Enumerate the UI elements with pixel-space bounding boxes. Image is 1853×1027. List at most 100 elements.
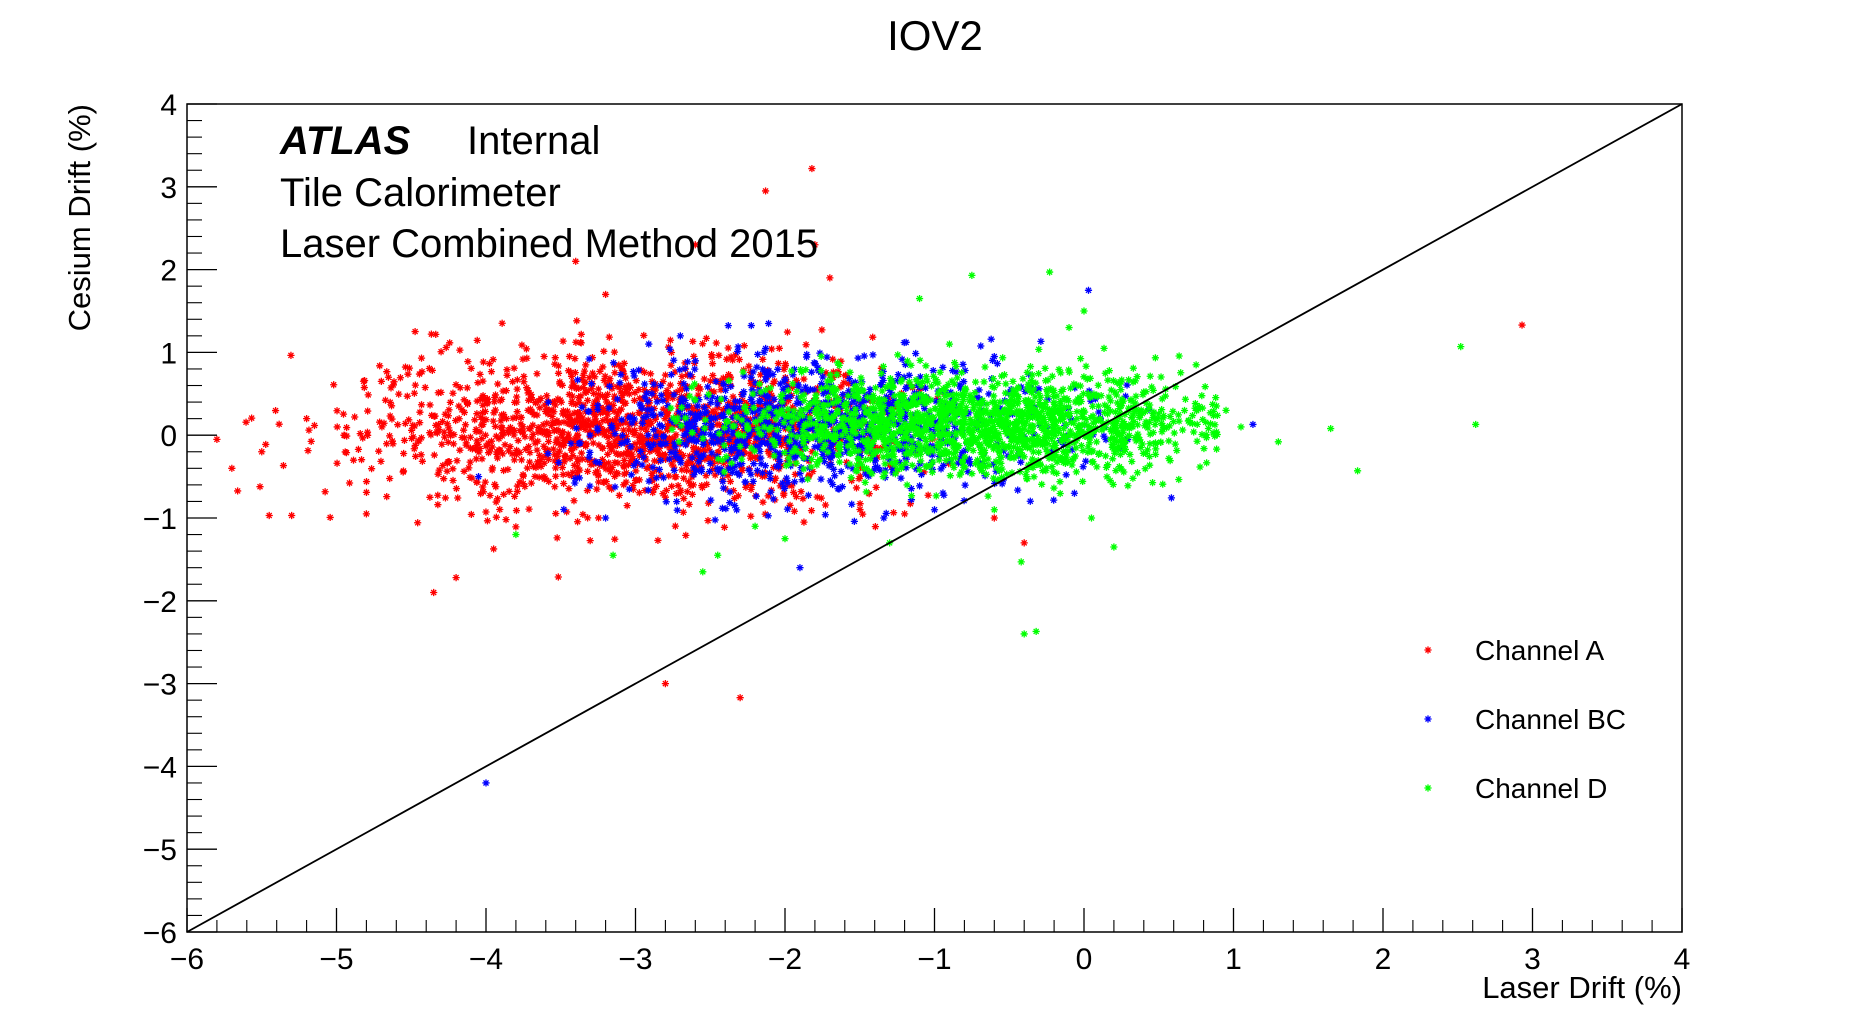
data-point: [898, 434, 907, 443]
data-point: [666, 381, 674, 389]
data-point: [333, 423, 341, 431]
data-point: [747, 404, 756, 413]
data-point: [636, 394, 644, 402]
data-point: [877, 381, 885, 389]
data-point: [599, 417, 607, 425]
data-point: [800, 397, 808, 405]
data-point: [842, 439, 850, 447]
data-point: [1206, 409, 1214, 417]
data-point: [702, 471, 710, 480]
data-point: [385, 432, 394, 440]
data-point: [675, 454, 683, 462]
data-point: [1000, 371, 1009, 379]
y-tick-label: 2: [160, 255, 177, 288]
data-point: [883, 406, 891, 414]
data-point: [914, 425, 922, 433]
data-point: [966, 460, 974, 468]
data-point: [775, 344, 783, 352]
data-point: [622, 418, 630, 426]
data-point: [768, 391, 776, 399]
data-point: [550, 397, 558, 406]
data-point: [589, 419, 597, 427]
data-point: [979, 432, 987, 440]
data-point: [552, 426, 561, 434]
data-point: [788, 448, 796, 456]
data-point: [1146, 372, 1154, 380]
data-point: [473, 478, 481, 487]
data-point: [837, 383, 845, 391]
data-point: [1029, 439, 1037, 447]
data-point: [1159, 421, 1167, 430]
data-point: [863, 437, 871, 445]
data-point: [950, 410, 958, 418]
data-point: [681, 364, 689, 373]
data-point: [1094, 381, 1102, 389]
data-point: [865, 390, 873, 399]
data-point: [956, 418, 964, 426]
data-point: [466, 473, 474, 481]
data-point: [825, 452, 833, 460]
data-point: [735, 431, 743, 439]
data-point: [720, 441, 728, 449]
data-point: [649, 411, 658, 420]
data-point: [493, 454, 502, 462]
data-point: [963, 457, 972, 465]
data-point: [868, 413, 876, 421]
data-point: [929, 366, 937, 375]
data-point: [990, 445, 998, 453]
data-point: [672, 453, 680, 461]
data-point: [766, 475, 774, 483]
data-point: [595, 391, 603, 399]
data-point: [643, 419, 651, 427]
data-point: [567, 368, 575, 376]
data-point: [999, 354, 1007, 362]
data-point: [1149, 386, 1157, 395]
data-point: [761, 462, 769, 470]
data-point: [983, 419, 991, 427]
data-point: [1157, 438, 1165, 446]
data-point: [812, 431, 821, 439]
data-point: [1116, 437, 1124, 446]
data-point: [620, 359, 628, 367]
data-point: [1026, 362, 1035, 371]
data-point: [578, 403, 586, 411]
data-point: [819, 454, 827, 462]
data-point: [593, 395, 601, 403]
data-point: [474, 473, 483, 481]
data-point: [1043, 387, 1052, 395]
data-point: [784, 478, 792, 487]
data-point: [714, 455, 722, 463]
data-point: [1002, 422, 1010, 430]
data-point: [411, 381, 419, 389]
data-point: [671, 448, 679, 457]
data-point: [1069, 455, 1078, 463]
data-point: [936, 368, 944, 376]
data-point: [785, 454, 793, 462]
data-point: [1175, 352, 1183, 360]
data-point: [592, 417, 600, 425]
data-point: [581, 378, 589, 387]
data-point: [677, 413, 685, 421]
data-point: [540, 459, 548, 467]
data-point: [821, 440, 829, 449]
data-point: [1059, 385, 1067, 394]
data-point: [636, 445, 644, 453]
data-point: [1066, 427, 1074, 435]
data-point: [894, 427, 903, 435]
data-point: [676, 489, 684, 497]
data-point: [928, 432, 936, 440]
data-point: [458, 406, 466, 414]
data-point: [888, 411, 896, 419]
data-point: [1139, 449, 1147, 457]
data-point: [753, 412, 761, 420]
data-point: [773, 404, 781, 412]
data-point: [486, 447, 494, 455]
data-point: [852, 410, 860, 418]
data-point: [941, 387, 949, 395]
data-point: [410, 445, 418, 453]
data-point: [657, 456, 665, 465]
data-point: [877, 411, 885, 419]
data-point: [894, 370, 902, 379]
data-point: [1133, 372, 1141, 381]
data-point: [1201, 383, 1209, 391]
